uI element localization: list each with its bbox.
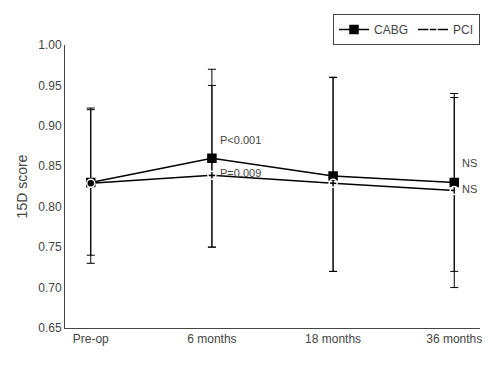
svg-text:0.75: 0.75 <box>38 240 62 254</box>
svg-text:0.95: 0.95 <box>38 79 62 93</box>
svg-text:0.85: 0.85 <box>38 159 62 173</box>
svg-text:CABG: CABG <box>374 23 408 37</box>
svg-text:36 months: 36 months <box>426 332 482 346</box>
svg-text:0.90: 0.90 <box>38 119 62 133</box>
svg-text:0.65: 0.65 <box>38 321 62 335</box>
svg-text:18 months: 18 months <box>305 332 361 346</box>
svg-text:6 months: 6 months <box>187 332 236 346</box>
svg-text:P=0.009: P=0.009 <box>220 167 261 179</box>
svg-text:0.80: 0.80 <box>38 200 62 214</box>
svg-text:0.70: 0.70 <box>38 281 62 295</box>
svg-text:PCI: PCI <box>453 23 473 37</box>
svg-text:P<0.001: P<0.001 <box>220 134 261 146</box>
svg-text:NS: NS <box>462 157 477 169</box>
svg-text:Pre-op: Pre-op <box>73 332 109 346</box>
svg-text:15D score: 15D score <box>14 154 30 218</box>
svg-text:1.00: 1.00 <box>38 38 62 52</box>
svg-text:NS: NS <box>462 183 477 195</box>
